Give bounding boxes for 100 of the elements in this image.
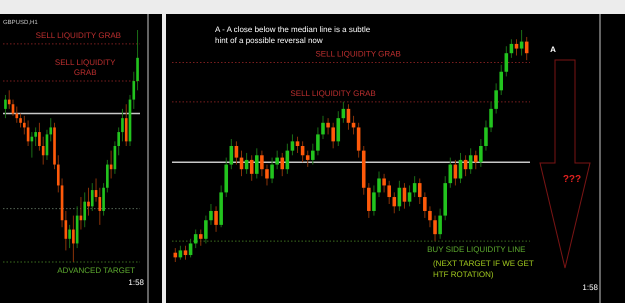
candlestick	[412, 176, 416, 198]
candlestick	[90, 182, 94, 212]
candlestick	[30, 132, 34, 158]
candlestick	[80, 196, 82, 230]
candlestick	[433, 215, 437, 242]
candlestick	[244, 152, 248, 174]
candlestick	[331, 122, 335, 149]
candlestick	[38, 122, 41, 152]
candlestick	[34, 126, 37, 146]
candlestick	[346, 104, 350, 130]
candlestick	[514, 38, 518, 56]
candlestick	[356, 122, 360, 158]
candlestick	[448, 157, 452, 188]
candlestick	[4, 94, 7, 119]
candlestick	[184, 245, 188, 260]
candlestick	[15, 106, 18, 124]
candlestick	[188, 238, 192, 258]
ref-line-label: SELL LIQUIDITY GRAB	[54, 58, 116, 78]
candlestick	[510, 38, 514, 58]
ref-line-label: SELL LIQUIDITY GRAB	[36, 30, 122, 40]
candlestick	[280, 152, 284, 177]
candlestick	[479, 138, 483, 168]
candlestick	[423, 192, 427, 218]
candlestick	[336, 110, 340, 146]
candlestick	[352, 115, 356, 135]
candlestick	[64, 210, 68, 251]
candlestick	[524, 36, 528, 61]
ref-line-label: BUY SIDE LIQUIDITY LINE	[427, 245, 526, 254]
candlestick	[68, 224, 71, 249]
candlestick	[494, 82, 498, 114]
candlestick	[42, 136, 45, 166]
candlestick	[178, 245, 182, 260]
candlestick	[392, 192, 396, 214]
text: ???	[562, 174, 582, 185]
candlestick	[124, 104, 128, 146]
candlestick	[468, 148, 472, 174]
candlestick	[198, 229, 203, 246]
candlestick	[418, 178, 422, 204]
candlestick	[98, 187, 102, 226]
candlestick	[474, 150, 478, 170]
candlestick	[428, 206, 432, 228]
candlestick	[311, 143, 315, 166]
candlestick	[438, 208, 442, 240]
text: A	[550, 45, 556, 54]
candlestick	[23, 115, 26, 135]
candlestick	[214, 206, 218, 232]
candlestick	[489, 101, 493, 133]
candlestick	[321, 115, 325, 140]
candlestick	[326, 118, 330, 135]
candlestick	[83, 192, 86, 228]
candlestick	[110, 150, 112, 179]
candlestick	[117, 126, 120, 156]
candlestick	[342, 101, 346, 124]
candlestick	[234, 140, 238, 166]
candlestick	[240, 150, 244, 177]
annotation: (NEXT TARGET IF WE GET HTF ROTATION)	[433, 259, 534, 279]
ref-line-label: SELL LIQUIDITY GRAB	[290, 88, 376, 98]
candlestick	[26, 120, 30, 146]
candlestick	[484, 120, 488, 152]
candlestick	[230, 138, 234, 170]
text: 1:58	[582, 283, 599, 292]
candlestick	[520, 30, 524, 56]
candlestick	[300, 140, 304, 163]
candlestick	[12, 99, 14, 116]
candlestick	[290, 134, 294, 156]
candlestick	[87, 187, 90, 216]
candlestick	[209, 204, 213, 226]
candlestick	[367, 182, 371, 218]
candlestick	[377, 171, 381, 198]
ref-line-label: ADVANCED TARGET	[57, 266, 136, 275]
ref-line-label: SELL LIQUIDITY GRAB	[315, 49, 401, 58]
candlestick	[316, 126, 320, 156]
candlestick	[72, 215, 75, 262]
candlestick	[408, 184, 412, 207]
candlestick	[255, 148, 259, 179]
candlestick	[102, 182, 105, 216]
candlestick	[121, 108, 124, 142]
annotation: A - A close below the median line is a subtle hint of a possible reversal now	[215, 25, 371, 45]
candlestick	[398, 180, 402, 212]
candlestick	[499, 64, 504, 96]
candlestick	[114, 140, 116, 174]
text: 1:58	[128, 278, 145, 287]
candlestick	[458, 152, 462, 184]
candlestick	[94, 178, 98, 202]
candlestick	[250, 154, 254, 182]
candlestick	[382, 173, 386, 193]
candlestick	[286, 143, 290, 174]
candlestick	[504, 46, 508, 77]
candlestick	[454, 159, 458, 186]
candlestick	[402, 182, 406, 210]
candlestick	[464, 154, 468, 177]
candlestick	[296, 136, 300, 154]
candlestick	[174, 248, 178, 262]
candlestick	[8, 90, 11, 110]
candlestick	[275, 150, 279, 170]
candlestick	[204, 215, 208, 244]
candlestick	[194, 229, 198, 249]
candlestick	[387, 180, 391, 204]
candlestick	[270, 157, 274, 184]
candlestick	[265, 164, 269, 186]
